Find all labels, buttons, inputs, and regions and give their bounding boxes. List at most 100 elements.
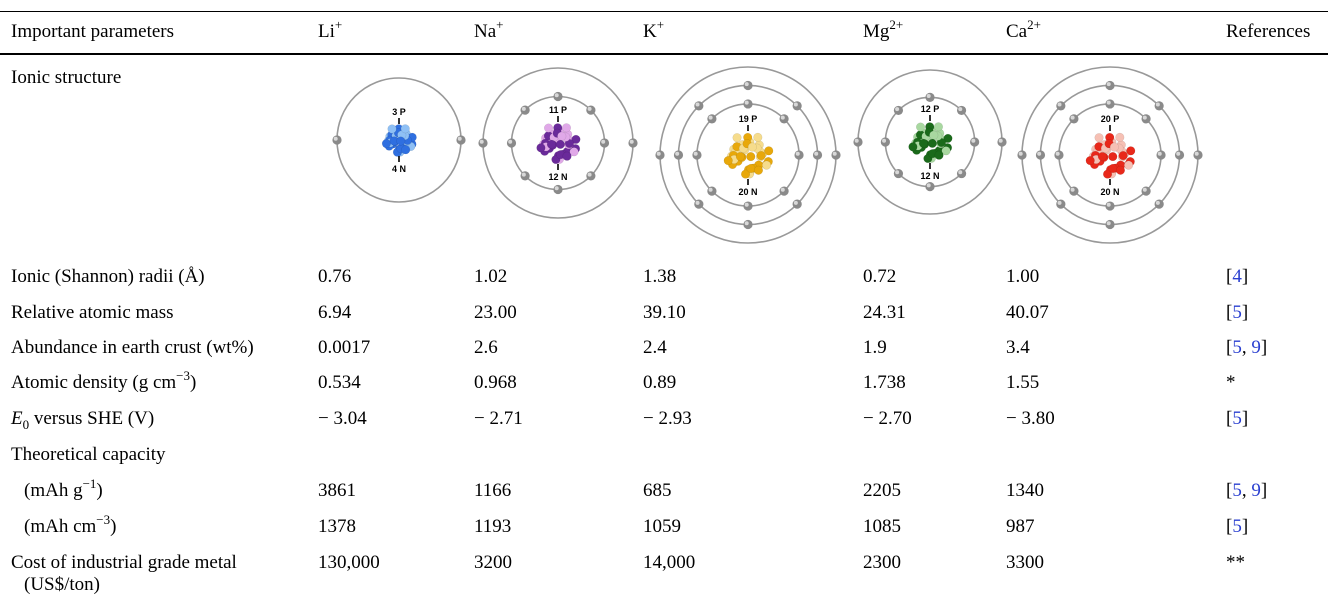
electron: [707, 114, 716, 123]
label-sup: −3: [96, 512, 110, 527]
table-cell: 3.4: [1006, 337, 1030, 359]
electron: [553, 185, 562, 194]
electron: [831, 150, 840, 159]
label-text: Cost of industrial grade metal: [11, 552, 237, 573]
electron: [970, 137, 979, 146]
electron: [1069, 186, 1078, 195]
row-label: E0 versus SHE (V): [11, 408, 154, 436]
electron: [332, 135, 341, 144]
row-label: (mAh cm−3): [24, 516, 116, 538]
electron: [813, 150, 822, 159]
reference-link[interactable]: 5: [1232, 516, 1242, 537]
label-text: Ionic (Shannon) radii (Å): [11, 266, 205, 287]
electron: [586, 171, 595, 180]
header-li: Li+: [318, 21, 342, 43]
table-cell: 685: [643, 480, 672, 502]
table-cell: 1340: [1006, 480, 1044, 502]
electron: [553, 92, 562, 101]
reference-cell: [5, 9]: [1226, 480, 1267, 502]
row-label: (mAh g−1): [24, 480, 103, 502]
row-label: Abundance in earth crust (wt%): [11, 337, 254, 359]
table-cell: 2.6: [474, 337, 498, 359]
protons-label: 19 P: [739, 114, 758, 124]
reference-cell: [4]: [1226, 266, 1248, 288]
reference-link[interactable]: 9: [1251, 337, 1261, 358]
reference-link[interactable]: 5: [1232, 302, 1242, 323]
neutrons-label: 12 N: [920, 171, 939, 181]
table-cell: 1166: [474, 480, 511, 502]
reference-cell: **: [1226, 552, 1245, 574]
electron: [1056, 101, 1065, 110]
nucleus: [1086, 133, 1135, 178]
electron: [1054, 150, 1063, 159]
electron: [894, 169, 903, 178]
li-atom-diagram: 3 P 4 N: [331, 72, 467, 208]
table-cell: 24.31: [863, 302, 906, 324]
reference-cell: [5]: [1226, 408, 1248, 430]
row-label: Cost of industrial grade metal: [11, 552, 237, 574]
label-end: ): [190, 372, 196, 393]
table-cell: 1085: [863, 516, 901, 538]
electron: [694, 101, 703, 110]
electron: [1141, 186, 1150, 195]
header-na: Na+: [474, 21, 504, 43]
reference-cell: [5, 9]: [1226, 337, 1267, 359]
electron: [743, 99, 752, 108]
electron: [521, 171, 530, 180]
electron: [521, 106, 530, 115]
electron: [793, 101, 802, 110]
table-cell: 6.94: [318, 302, 351, 324]
electron: [707, 186, 716, 195]
electron: [1105, 81, 1114, 90]
nucleus: [909, 122, 953, 162]
neutrons-label: 20 N: [738, 187, 757, 197]
table-cell: 1059: [643, 516, 681, 538]
reference-link[interactable]: 5: [1232, 408, 1242, 429]
electron: [779, 186, 788, 195]
electron: [1036, 150, 1045, 159]
protons-label: 3 P: [392, 107, 406, 117]
reference-link[interactable]: 4: [1232, 266, 1242, 287]
table-cell: 987: [1006, 516, 1035, 538]
k-atom-diagram: 19 P 20 N: [654, 55, 842, 255]
header-k: K+: [643, 21, 664, 43]
electron: [674, 150, 683, 159]
table-cell: − 2.93: [643, 408, 692, 430]
table-cell: 1193: [474, 516, 511, 538]
electron: [894, 106, 903, 115]
table-cell: − 2.70: [863, 408, 912, 430]
electron: [628, 138, 637, 147]
label-italic: E: [11, 408, 23, 429]
label-end: ): [96, 480, 102, 501]
electron: [1017, 150, 1026, 159]
mg-atom-diagram: 12 P 12 N: [852, 62, 1008, 222]
row-label-continued: (US$/ton): [24, 574, 100, 596]
protons-label: 20 P: [1101, 114, 1120, 124]
reference-link[interactable]: 5: [1232, 480, 1242, 501]
table-cell: − 3.04: [318, 408, 367, 430]
reference-link[interactable]: 5: [1232, 337, 1242, 358]
table-cell: − 2.71: [474, 408, 523, 430]
reference-link[interactable]: 9: [1251, 480, 1261, 501]
table-cell: − 3.80: [1006, 408, 1055, 430]
table-cell: 0.0017: [318, 337, 370, 359]
neutrons-label: 20 N: [1100, 187, 1119, 197]
table-cell: 1.02: [474, 266, 507, 288]
electron: [456, 135, 465, 144]
electron: [997, 137, 1006, 146]
table-cell: 2.4: [643, 337, 667, 359]
table-cell: 0.89: [643, 372, 676, 394]
row-label: Relative atomic mass: [11, 302, 174, 324]
table-cell: 1.9: [863, 337, 887, 359]
label-text: Relative atomic mass: [11, 302, 174, 323]
table-cell: 1378: [318, 516, 356, 538]
table-cell: 23.00: [474, 302, 517, 324]
label-sup: −3: [176, 368, 190, 383]
electron: [925, 93, 934, 102]
table-cell: 1.738: [863, 372, 906, 394]
row-label: Ionic (Shannon) radii (Å): [11, 266, 205, 288]
reference-cell: *: [1226, 372, 1236, 394]
electron: [1155, 101, 1164, 110]
electron: [1105, 220, 1114, 229]
electron: [694, 200, 703, 209]
